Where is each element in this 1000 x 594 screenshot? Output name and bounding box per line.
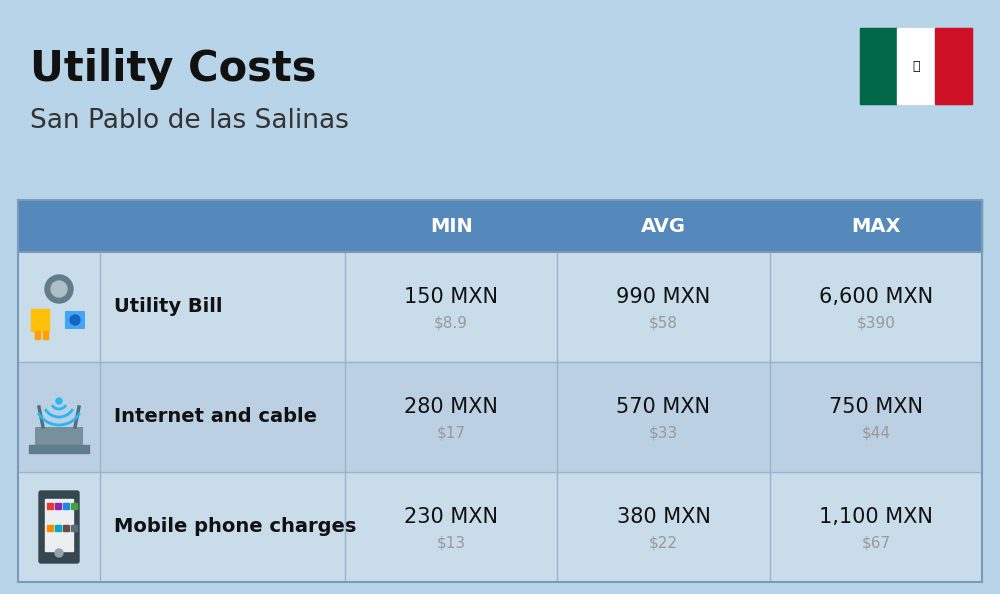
Bar: [770, 252, 982, 362]
Text: San Pablo de las Salinas: San Pablo de las Salinas: [30, 108, 349, 134]
Text: 🦅: 🦅: [912, 59, 920, 72]
Bar: [100, 252, 345, 362]
Bar: [345, 472, 557, 582]
Bar: [63, 503, 69, 509]
Text: $58: $58: [649, 315, 678, 330]
Bar: [18, 472, 100, 582]
Bar: [100, 472, 345, 582]
Text: 750 MXN: 750 MXN: [829, 397, 923, 417]
Bar: [345, 252, 557, 362]
Text: $67: $67: [861, 536, 890, 551]
Bar: [55, 503, 61, 509]
Bar: [55, 525, 61, 531]
Bar: [770, 362, 982, 472]
Circle shape: [56, 398, 62, 404]
Text: Utility Bill: Utility Bill: [114, 298, 222, 317]
Text: MIN: MIN: [430, 216, 473, 235]
Bar: [557, 252, 770, 362]
Text: 150 MXN: 150 MXN: [404, 287, 498, 307]
Text: 380 MXN: 380 MXN: [617, 507, 710, 527]
Text: $390: $390: [856, 315, 895, 330]
Text: 6,600 MXN: 6,600 MXN: [819, 287, 933, 307]
Bar: [71, 525, 77, 531]
Bar: [45, 499, 73, 551]
Bar: [63, 525, 69, 531]
Bar: [29, 445, 89, 453]
Bar: [557, 472, 770, 582]
Bar: [770, 472, 982, 582]
Bar: [18, 200, 982, 252]
Bar: [71, 503, 77, 509]
Bar: [935, 28, 972, 104]
Text: $8.9: $8.9: [434, 315, 468, 330]
Text: Internet and cable: Internet and cable: [114, 407, 317, 426]
Text: $13: $13: [437, 536, 466, 551]
Bar: [897, 28, 935, 104]
Circle shape: [45, 275, 73, 303]
Bar: [47, 503, 53, 509]
Bar: [860, 28, 897, 104]
Text: $22: $22: [649, 536, 678, 551]
Bar: [557, 362, 770, 472]
Bar: [43, 331, 48, 339]
Text: Utility Costs: Utility Costs: [30, 48, 316, 90]
Circle shape: [55, 549, 63, 557]
Circle shape: [70, 315, 80, 325]
Circle shape: [51, 281, 67, 297]
Bar: [18, 362, 100, 472]
Text: 990 MXN: 990 MXN: [616, 287, 711, 307]
Text: MAX: MAX: [851, 216, 901, 235]
Text: $33: $33: [649, 425, 678, 441]
Bar: [860, 28, 972, 104]
FancyBboxPatch shape: [39, 491, 79, 563]
Bar: [18, 252, 100, 362]
Bar: [65, 311, 85, 329]
Text: $17: $17: [437, 425, 466, 441]
Text: AVG: AVG: [641, 216, 686, 235]
Bar: [35, 331, 40, 339]
Text: $44: $44: [861, 425, 890, 441]
Text: 1,100 MXN: 1,100 MXN: [819, 507, 933, 527]
Bar: [345, 362, 557, 472]
Text: Mobile phone charges: Mobile phone charges: [114, 517, 356, 536]
Text: 280 MXN: 280 MXN: [404, 397, 498, 417]
Bar: [100, 362, 345, 472]
Text: 230 MXN: 230 MXN: [404, 507, 498, 527]
Text: 570 MXN: 570 MXN: [616, 397, 710, 417]
Bar: [31, 309, 49, 331]
Bar: [47, 525, 53, 531]
Bar: [35, 427, 83, 445]
